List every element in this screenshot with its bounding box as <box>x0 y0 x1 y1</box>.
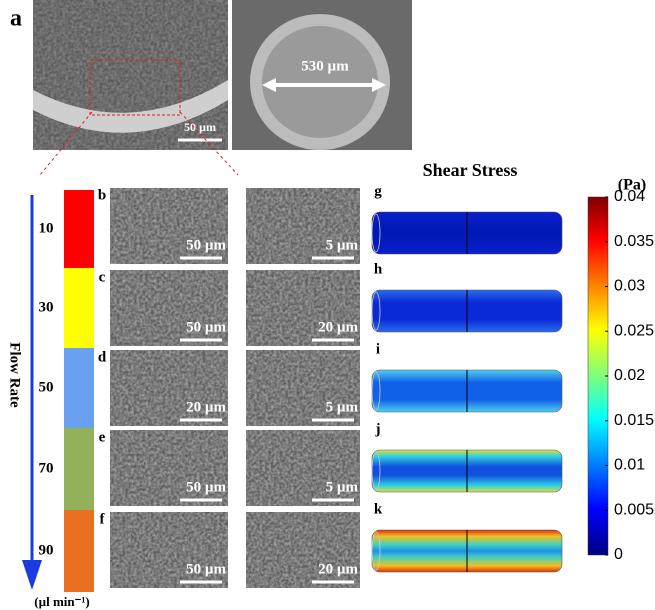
scale-label: 20 µm <box>186 399 226 415</box>
scale-label: 50 µm <box>186 561 226 577</box>
colorbar-label: 0.015 <box>614 412 654 429</box>
colorbar-label: 0.02 <box>614 367 645 384</box>
scale-label: 20 µm <box>318 561 358 577</box>
panel-label: e <box>99 429 106 445</box>
tube-lumen <box>262 26 378 138</box>
panel-label: h <box>374 261 383 277</box>
colorbar-label: 0.005 <box>614 501 654 518</box>
flow-title: Flow Rate <box>7 342 23 408</box>
colorbar-label: 0 <box>614 546 623 563</box>
panel-label: b <box>98 187 106 203</box>
panel-label: c <box>99 269 106 285</box>
colorbar-label: 0.04 <box>614 188 645 205</box>
scale-label: 50 µm <box>186 237 226 253</box>
panel-label: k <box>374 501 383 517</box>
rate-label: 30 <box>39 299 54 315</box>
colorbar-label: 0.01 <box>614 457 645 474</box>
panel-label: f <box>100 511 106 527</box>
figure: 50 µm 530 µm a Flow Rate (µl min⁻¹) Shea… <box>0 0 655 610</box>
panel-label: i <box>376 341 380 357</box>
colorbar-label: 0.03 <box>614 278 645 295</box>
panel-label: j <box>375 421 381 437</box>
scale-label: 5 µm <box>326 237 359 253</box>
rate-segment <box>64 190 94 268</box>
rate-segment <box>64 428 94 510</box>
rate-label: 50 <box>39 379 54 395</box>
rate-segment <box>64 268 94 348</box>
panel-label: g <box>374 183 382 199</box>
colorbar-label: 0.035 <box>614 233 654 250</box>
scale-label: 5 µm <box>326 399 359 415</box>
scale-label: 5 µm <box>326 479 359 495</box>
colorbar-label: 0.025 <box>614 322 654 339</box>
scale-label: 50 µm <box>186 319 226 335</box>
panel-label: d <box>98 349 107 365</box>
shear-title: Shear Stress <box>423 160 518 180</box>
diameter-label: 530 µm <box>301 58 349 74</box>
flow-unit: (µl min⁻¹) <box>34 594 89 609</box>
rate-label: 70 <box>39 460 54 476</box>
flow-arrow-head <box>22 560 42 590</box>
scale-label: 20 µm <box>318 319 358 335</box>
generated: 10 b 50 µm 5 µm 30 c 50 µm 20 µm 50 d 20 µm 5 µm 70 e… <box>39 183 655 592</box>
panel-label: a <box>10 6 22 32</box>
rate-label: 90 <box>39 542 54 558</box>
rate-segment <box>64 348 94 428</box>
rate-label: 10 <box>39 220 54 236</box>
scale-label: 50 µm <box>186 479 226 495</box>
rate-segment <box>64 510 94 592</box>
